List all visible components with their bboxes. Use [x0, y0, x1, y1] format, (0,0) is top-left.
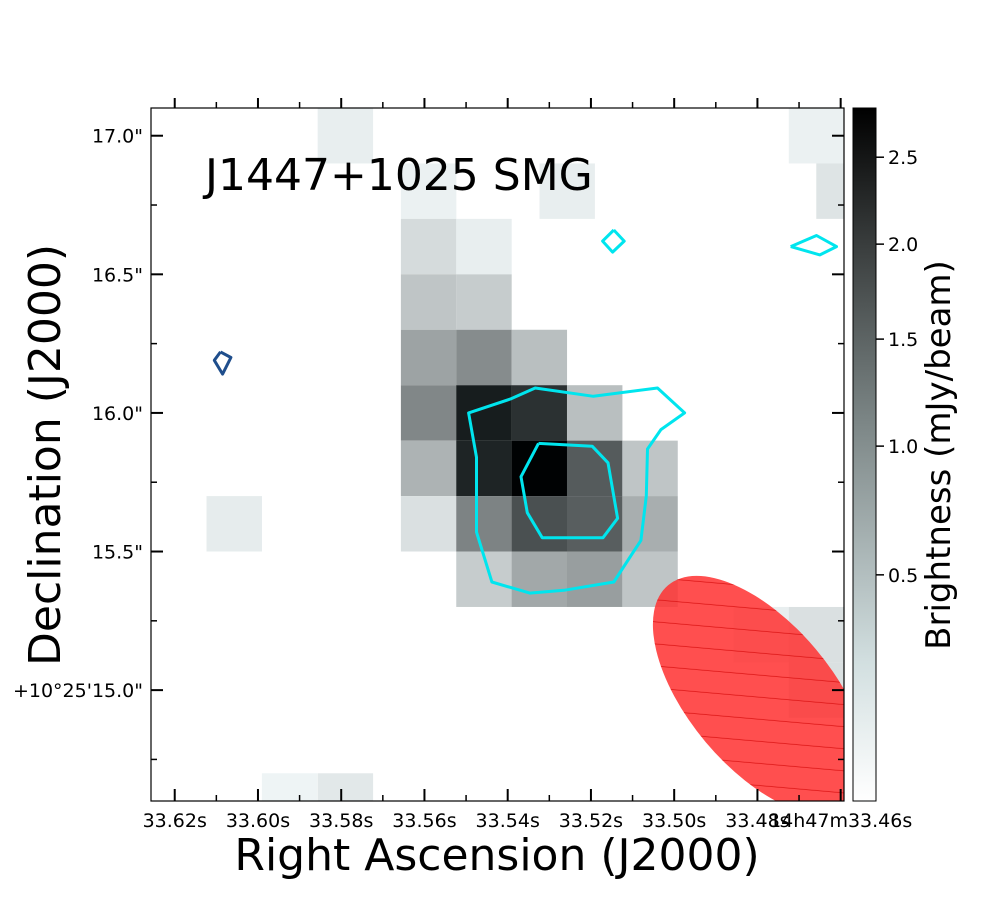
- x-tick-label: 33.56s: [392, 810, 456, 832]
- contour-inner-positive: [519, 441, 620, 540]
- contour-negative: [212, 350, 233, 376]
- heatmap-pixel: [261, 773, 318, 801]
- heatmap-pixel: [317, 773, 374, 801]
- heatmap-pixel: [400, 163, 457, 219]
- beam-hatch: [652, 575, 844, 801]
- heatmap-pixel: [539, 163, 595, 219]
- x-tick-label: 33.48s: [725, 810, 789, 832]
- colorbar-tick-label: 2.5: [888, 147, 918, 169]
- colorbar-tick-label: 2.0: [888, 234, 918, 256]
- heatmap-pixel: [511, 440, 568, 497]
- contours: [212, 228, 838, 595]
- x-axis-label: Right Ascension (J2000): [234, 830, 759, 881]
- heatmap-pixel: [456, 274, 512, 330]
- heatmap-pixel: [400, 274, 457, 330]
- colorbar: [852, 107, 877, 802]
- colorbar-ticks: 2.5 2.0 1.5 1.0 0.5: [876, 147, 918, 587]
- heatmap-pixel: [400, 329, 457, 386]
- heatmap-pixel: [622, 496, 678, 552]
- heatmap-pixel: [456, 218, 512, 275]
- heatmap-pixel: [206, 496, 262, 552]
- x-tick-label: 33.60s: [226, 810, 290, 832]
- heatmap-pixels: [206, 108, 844, 801]
- y-tick-label: 16.0": [92, 403, 143, 425]
- contour-outer-positive: [467, 386, 687, 595]
- x-tick-label: 14h47m33.46s: [769, 810, 912, 832]
- heatmap-pixel: [511, 329, 568, 386]
- heatmap-pixel: [456, 385, 512, 441]
- contour-right-edge: [790, 234, 838, 257]
- colorbar-tick-label: 1.0: [888, 436, 918, 458]
- heatmap-pixel: [400, 440, 457, 497]
- heatmap-pixel: [400, 218, 457, 275]
- colorbar-tick-label: 1.5: [888, 329, 918, 351]
- heatmap-pixel: [456, 329, 512, 386]
- contour-small-diamond: [601, 228, 626, 254]
- heatmap-pixel: [317, 108, 374, 164]
- heatmap-pixel: [400, 496, 457, 552]
- heatmap-pixel: [456, 496, 512, 552]
- beam: [652, 575, 844, 801]
- colorbar-label: Brightness (mJy/beam): [919, 260, 959, 650]
- heatmap-pixel: [456, 440, 512, 497]
- heatmap-pixel: [511, 551, 568, 607]
- plot-frame: [150, 107, 845, 802]
- x-tick-label: 33.50s: [642, 810, 706, 832]
- y-axis-label: Declination (J2000): [20, 244, 71, 666]
- y-axis-ticks: 17.0" 16.5" 16.0" 15.5" +10°25'15.0": [13, 126, 844, 761]
- x-tick-label: 33.62s: [143, 810, 207, 832]
- chart-title: J1447+1025 SMG: [202, 150, 593, 201]
- colorbar-tick-label: 0.5: [888, 565, 918, 587]
- x-tick-label: 33.52s: [559, 810, 623, 832]
- heatmap-pixel: [511, 496, 568, 552]
- x-axis-ticks: 33.62s 33.60s 33.58s 33.56s 33.54s 33.52s 33.5…: [143, 98, 912, 832]
- heatmap-pixel: [566, 551, 623, 607]
- y-tick-label: 16.5": [92, 264, 143, 286]
- heatmap-pixel: [816, 163, 844, 219]
- heatmap-pixel: [400, 385, 457, 441]
- y-tick-label: 15.5": [92, 542, 143, 564]
- y-tick-label: 17.0": [92, 126, 143, 148]
- y-tick-label: +10°25'15.0": [13, 680, 143, 702]
- x-tick-label: 33.58s: [309, 810, 373, 832]
- heatmap-pixel: [622, 440, 678, 497]
- x-tick-label: 33.54s: [476, 810, 540, 832]
